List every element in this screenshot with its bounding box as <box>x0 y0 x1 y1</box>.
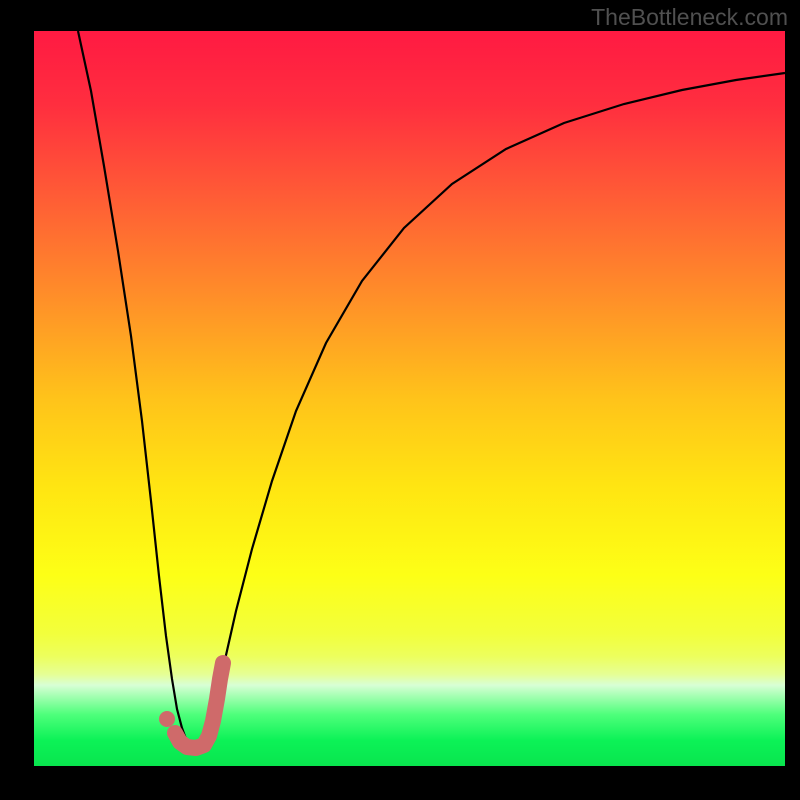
j-stroke <box>175 663 223 748</box>
watermark-text: TheBottleneck.com <box>591 4 788 31</box>
plot-area <box>34 31 785 766</box>
dot-marker <box>159 711 175 727</box>
curve-layer <box>34 31 785 766</box>
bottleneck-curve <box>78 31 785 746</box>
